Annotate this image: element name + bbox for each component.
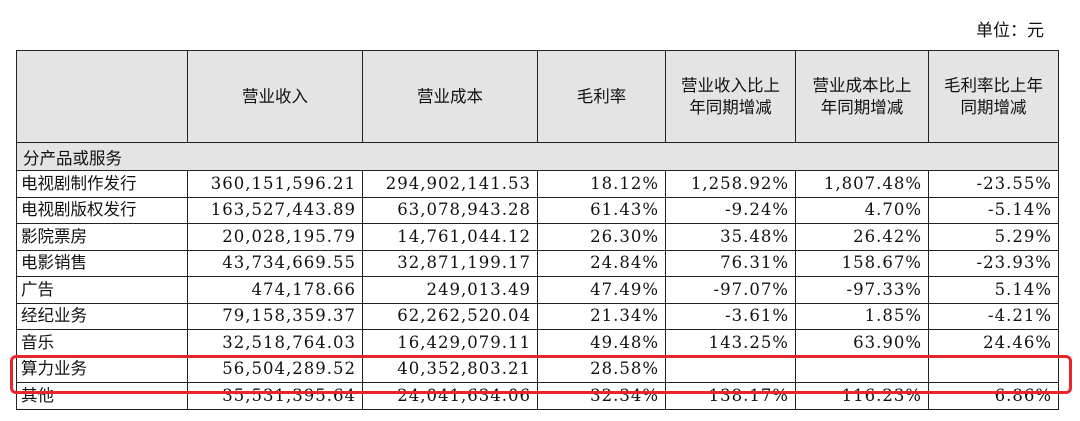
header-cell (16, 50, 188, 143)
cell: 24.84% (537, 249, 666, 277)
data-row: 电视剧制作发行 360,151,596.21 294,902,141.53 18.12… (16, 170, 1059, 198)
cell: -23.93% (928, 249, 1059, 277)
cell: 26.42% (795, 223, 929, 251)
header-row: 营业收入 营业成本 毛利率 营业收入比上年同期增减 营业成本比上年同期增减 毛利率比上年同… (16, 50, 1059, 143)
cell: 32,518,764.03 (187, 329, 363, 357)
row-label: 电影销售 (16, 249, 188, 277)
cell: 35.48% (665, 223, 796, 251)
unit-label: 单位：元 (976, 21, 1044, 41)
cell: 474,178.66 (187, 276, 363, 304)
cell: 6.86% (928, 382, 1059, 410)
cell: 20,028,195.79 (187, 223, 363, 251)
cell: 1,807.48% (795, 170, 929, 198)
cell: 18.12% (537, 170, 666, 198)
row-label: 音乐 (16, 329, 188, 357)
data-row: 经纪业务 79,158,359.37 62,262,520.04 21.34% -3.6… (16, 302, 1059, 330)
cell: 5.29% (928, 223, 1059, 251)
row-label: 电视剧版权发行 (16, 196, 188, 224)
revenue-table: 营业收入 营业成本 毛利率 营业收入比上年同期增减 营业成本比上年同期增减 毛利率比上年同… (16, 50, 1059, 410)
cell: 76.31% (665, 249, 796, 277)
header-cell: 营业收入 (187, 50, 363, 143)
cell: 62,262,520.04 (362, 302, 538, 330)
cell: 49.48% (537, 329, 666, 357)
cell: -9.24% (665, 196, 796, 224)
cell: -97.33% (795, 276, 929, 304)
cell: 26.30% (537, 223, 666, 251)
cell: 14,761,044.12 (362, 223, 538, 251)
row-label: 影院票房 (16, 223, 188, 251)
header-cell: 营业收入比上年同期增减 (665, 50, 796, 143)
cell: -4.21% (928, 302, 1059, 330)
section-cell: 分产品或服务 (16, 142, 1059, 171)
cell: 24.46% (928, 329, 1059, 357)
cell: 47.49% (537, 276, 666, 304)
cell: 249,013.49 (362, 276, 538, 304)
row-label: 电视剧制作发行 (16, 170, 188, 198)
data-row: 广告 474,178.66 249,013.49 47.49% -97.07% -97.3… (16, 276, 1059, 304)
row-label: 广告 (16, 276, 188, 304)
cell: 1.85% (795, 302, 929, 330)
cell: 163,527,443.89 (187, 196, 363, 224)
cell: -23.55% (928, 170, 1059, 198)
header-cell: 营业成本比上年同期增减 (795, 50, 929, 143)
row-label: 其他 (16, 382, 188, 410)
cell: 21.34% (537, 302, 666, 330)
cell: 360,151,596.21 (187, 170, 363, 198)
cell: 294,902,141.53 (362, 170, 538, 198)
cell: 56,504,289.52 (187, 355, 363, 383)
data-row: 其他 35,531,395.64 24,041,634.06 32.34% 138.17… (16, 382, 1059, 410)
cell: 28.58% (537, 355, 666, 383)
cell: 1,258.92% (665, 170, 796, 198)
cell: 61.43% (537, 196, 666, 224)
cell: 32,871,199.17 (362, 249, 538, 277)
highlight-box (10, 355, 1072, 394)
cell: 79,158,359.37 (187, 302, 363, 330)
cell: 143.25% (665, 329, 796, 357)
cell: 5.14% (928, 276, 1059, 304)
data-row: 电视剧版权发行 163,527,443.89 63,078,943.28 61.43%… (16, 196, 1059, 224)
header-cell: 毛利率 (537, 50, 666, 143)
data-row: 算力业务 56,504,289.52 40,352,803.21 28.58% (16, 355, 1059, 383)
cell: 43,734,669.55 (187, 249, 363, 277)
cell: 4.70% (795, 196, 929, 224)
cell: -5.14% (928, 196, 1059, 224)
data-row: 音乐 32,518,764.03 16,429,079.11 49.48% 143.25… (16, 329, 1059, 357)
cell: 63,078,943.28 (362, 196, 538, 224)
header-cell: 营业成本 (362, 50, 538, 143)
section-row: 分产品或服务 (16, 142, 1059, 171)
row-label: 经纪业务 (16, 302, 188, 330)
header-cell: 毛利率比上年同期增减 (928, 50, 1059, 143)
data-row: 电影销售 43,734,669.55 32,871,199.17 24.84% 76.3… (16, 249, 1059, 277)
cell: 35,531,395.64 (187, 382, 363, 410)
cell: -97.07% (665, 276, 796, 304)
cell: 16,429,079.11 (362, 329, 538, 357)
cell: 24,041,634.06 (362, 382, 538, 410)
data-row: 影院票房 20,028,195.79 14,761,044.12 26.30% 35.4… (16, 223, 1059, 251)
cell: 32.34% (537, 382, 666, 410)
cell: 63.90% (795, 329, 929, 357)
cell: -3.61% (665, 302, 796, 330)
cell: 158.67% (795, 249, 929, 277)
